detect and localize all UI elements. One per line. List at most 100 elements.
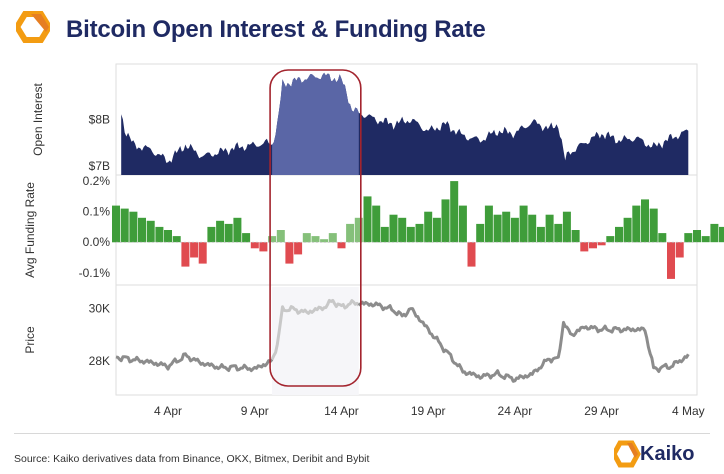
funding-rate-bar xyxy=(519,205,528,243)
funding-rate-bar xyxy=(259,242,268,252)
x-tick-label: 14 Apr xyxy=(324,404,359,418)
price-line-highlight xyxy=(270,298,360,361)
funding-rate-bar xyxy=(606,236,615,243)
funding-ytick-label: 0.2% xyxy=(83,174,111,188)
x-tick-label: 4 Apr xyxy=(154,404,182,418)
price-ytick-label: 30K xyxy=(89,302,110,316)
funding-rate-bar xyxy=(476,223,485,243)
funding-rate-bar xyxy=(268,236,277,243)
page-title: Bitcoin Open Interest & Funding Rate xyxy=(66,16,486,43)
funding-rate-bar xyxy=(337,242,346,249)
funding-rate-bar xyxy=(502,211,511,243)
funding-ytick-label: 0.0% xyxy=(83,235,111,249)
footer-divider xyxy=(14,433,710,434)
funding-rate-bar xyxy=(649,208,658,243)
funding-rate-bar xyxy=(554,223,563,243)
funding-rate-bar xyxy=(467,242,476,267)
oi-ylabel: Open Interest xyxy=(31,82,45,155)
funding-ytick-label: -0.1% xyxy=(79,266,111,280)
funding-rate-bar xyxy=(172,236,181,243)
funding-rate-bar xyxy=(493,214,502,243)
funding-rate-bar xyxy=(693,230,701,243)
x-tick-label: 29 Apr xyxy=(584,404,619,418)
price-highlight-shade xyxy=(272,287,359,395)
funding-rate-bar xyxy=(328,233,337,243)
funding-rate-bar xyxy=(242,233,251,243)
funding-rate-bar xyxy=(458,205,467,243)
funding-rate-bar xyxy=(138,217,146,243)
funding-rate-bar xyxy=(632,205,641,243)
price-ytick-label: 28K xyxy=(89,354,110,368)
funding-rate-bar xyxy=(684,233,693,243)
funding-rate-bar xyxy=(424,211,433,243)
panel-frame-2 xyxy=(115,174,698,286)
funding-rate-bar xyxy=(484,205,493,243)
funding-rate-bar xyxy=(207,226,216,243)
funding-rate-bar xyxy=(372,205,381,243)
funding-rate-bar xyxy=(571,230,580,243)
x-tick-label: 24 Apr xyxy=(498,404,533,418)
header: Bitcoin Open Interest & Funding Rate xyxy=(0,0,724,62)
price-ylabel: Price xyxy=(23,326,37,354)
funding-rate-bar xyxy=(285,242,294,264)
funding-rate-bar xyxy=(580,242,589,252)
funding-rate-bar xyxy=(346,223,355,243)
kaiko-brand-logo-icon xyxy=(614,440,641,468)
funding-rate-bar xyxy=(415,223,424,243)
highlight-box xyxy=(269,69,362,387)
funding-rate-bar xyxy=(623,217,632,243)
funding-rate-bar xyxy=(190,242,199,258)
open-interest-area xyxy=(121,72,689,175)
funding-ylabel: Avg Funding Rate xyxy=(23,182,37,278)
funding-rate-bar xyxy=(406,226,415,243)
x-tick-label: 9 Apr xyxy=(241,404,269,418)
funding-rate-bar xyxy=(398,217,407,243)
funding-rate-bar xyxy=(432,217,441,243)
funding-rate-bar xyxy=(710,223,719,243)
funding-ytick-label: 0.1% xyxy=(83,205,111,219)
funding-rate-bar xyxy=(589,242,597,249)
funding-rate-bar xyxy=(528,214,537,243)
funding-rate-bar xyxy=(441,199,450,243)
funding-rate-bar xyxy=(129,211,138,243)
funding-rate-bar xyxy=(536,226,545,243)
funding-rate-bar xyxy=(675,242,684,258)
funding-rate-bar xyxy=(155,226,164,243)
funding-rate-bar xyxy=(320,239,329,243)
x-tick-label: 19 Apr xyxy=(411,404,446,418)
price-line-before xyxy=(115,352,274,373)
funding-rate-bar xyxy=(615,226,623,243)
open-interest-area-highlight xyxy=(272,72,359,175)
x-tick-label: 4 May xyxy=(672,404,705,418)
funding-rate-bar xyxy=(233,217,242,243)
funding-rate-bar xyxy=(311,236,320,243)
funding-rate-bar xyxy=(112,205,120,243)
funding-rate-bar xyxy=(294,242,303,255)
funding-rate-bar xyxy=(276,230,285,243)
funding-rate-bar xyxy=(641,199,649,243)
funding-rate-bar xyxy=(302,233,311,243)
funding-rate-bar xyxy=(198,242,207,264)
funding-rate-bar xyxy=(597,242,606,246)
source-note: Source: Kaiko derivatives data from Bina… xyxy=(14,453,370,465)
funding-rate-bar xyxy=(120,208,129,243)
funding-rate-bar xyxy=(354,217,363,243)
chart: $8B $7B Open Interest 0.2% 0.1% 0.0% -0.1% Avg … xyxy=(23,63,724,418)
price-line-after xyxy=(357,300,690,383)
oi-ytick-label: $8B xyxy=(89,113,110,127)
brand-name: Kaiko xyxy=(640,443,695,465)
funding-rate-bar xyxy=(545,214,554,243)
kaiko-logo-icon xyxy=(16,11,50,43)
panel-frame-3 xyxy=(115,284,698,396)
oi-ytick-label: $7B xyxy=(89,159,110,173)
funding-rate-bar xyxy=(224,223,233,243)
funding-rate-bar xyxy=(216,220,225,243)
funding-rate-bar xyxy=(658,233,667,243)
funding-rate-bar xyxy=(146,220,155,243)
funding-rate-bar xyxy=(667,242,675,279)
funding-rate-bar xyxy=(450,181,459,243)
funding-rate-bar xyxy=(164,230,172,243)
funding-rate-bar xyxy=(181,242,190,267)
funding-rate-bar xyxy=(250,242,259,249)
funding-rate-bar xyxy=(380,226,389,243)
